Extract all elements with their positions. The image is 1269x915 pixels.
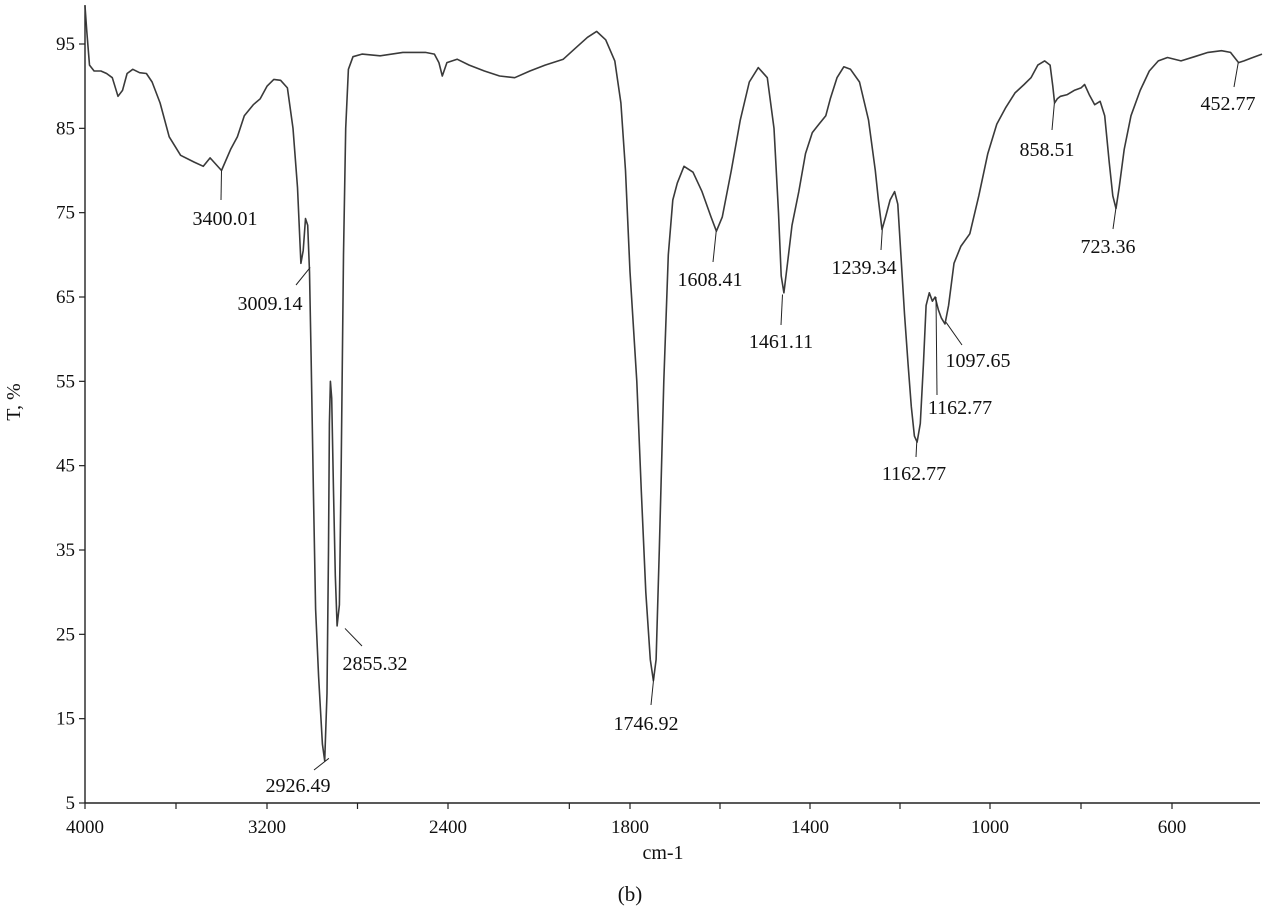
- peak-leader-line: [935, 296, 938, 396]
- x-tick-label: 3200: [248, 817, 286, 838]
- y-tick-label: 25: [56, 624, 75, 645]
- y-tick-label: 15: [56, 709, 75, 730]
- peak-leader-line: [313, 757, 330, 771]
- peak-leader-line: [915, 442, 918, 458]
- y-tick-label: 45: [56, 456, 75, 477]
- peak-leader-line: [650, 676, 655, 706]
- y-tick-label: 35: [56, 540, 75, 561]
- peak-leader-line: [945, 322, 963, 346]
- y-tick-label: 55: [56, 371, 75, 392]
- peak-label: 1746.92: [614, 713, 679, 735]
- x-tick-label: 600: [1158, 817, 1187, 838]
- peak-label: 1239.34: [832, 257, 897, 279]
- peak-leader-line: [880, 229, 883, 251]
- y-tick-label: 65: [56, 287, 75, 308]
- peak-leader-line: [1233, 62, 1239, 88]
- peak-leader-line: [344, 628, 363, 647]
- peak-label: 723.36: [1081, 236, 1136, 258]
- peak-label: 858.51: [1020, 139, 1075, 161]
- peak-leader-line: [295, 267, 311, 286]
- spectrum-line: [84, 5, 1263, 762]
- axes: 5 15 25 35 45 55 65 75 85 95 4000 3200 2400 1800 1400 1…: [56, 5, 1260, 838]
- y-tick-label: 95: [56, 34, 75, 55]
- y-tick-label: 85: [56, 118, 75, 139]
- y-tick-label: 5: [66, 793, 76, 814]
- x-axis-title: cm-1: [642, 842, 683, 864]
- x-tick-label: 2400: [429, 817, 467, 838]
- series-layer: [84, 5, 1263, 762]
- peak-label: 1162.77: [928, 397, 992, 419]
- peak-label: 1097.65: [946, 350, 1011, 372]
- peak-label: 452.77: [1201, 93, 1256, 115]
- peak-leader-line: [220, 170, 222, 201]
- peak-label: 1461.11: [749, 331, 813, 353]
- x-tick-label: 1400: [791, 817, 829, 838]
- peak-leader-line: [712, 231, 717, 263]
- peak-label: 1608.41: [678, 269, 743, 291]
- peak-leader-line: [1112, 208, 1117, 230]
- peak-leader-line: [1051, 102, 1055, 131]
- peak-label: 2855.32: [343, 653, 408, 675]
- x-tick-label: 1800: [611, 817, 649, 838]
- peak-label: 3009.14: [238, 293, 303, 315]
- peak-label: 1162.77: [882, 463, 946, 485]
- peak-label: 2926.49: [266, 775, 331, 797]
- y-tick-label: 75: [56, 203, 75, 224]
- x-tick-label: 1000: [971, 817, 1009, 838]
- peak-label: 3400.01: [193, 208, 258, 230]
- peak-leader-line: [780, 294, 783, 326]
- figure-caption: (b): [618, 882, 643, 906]
- y-axis-title: T, %: [3, 383, 25, 420]
- x-tick-label: 4000: [66, 817, 104, 838]
- peak-annotations: 3400.01 3009.14 2926.49 2855.32 1746.92 1608.…: [193, 62, 1256, 797]
